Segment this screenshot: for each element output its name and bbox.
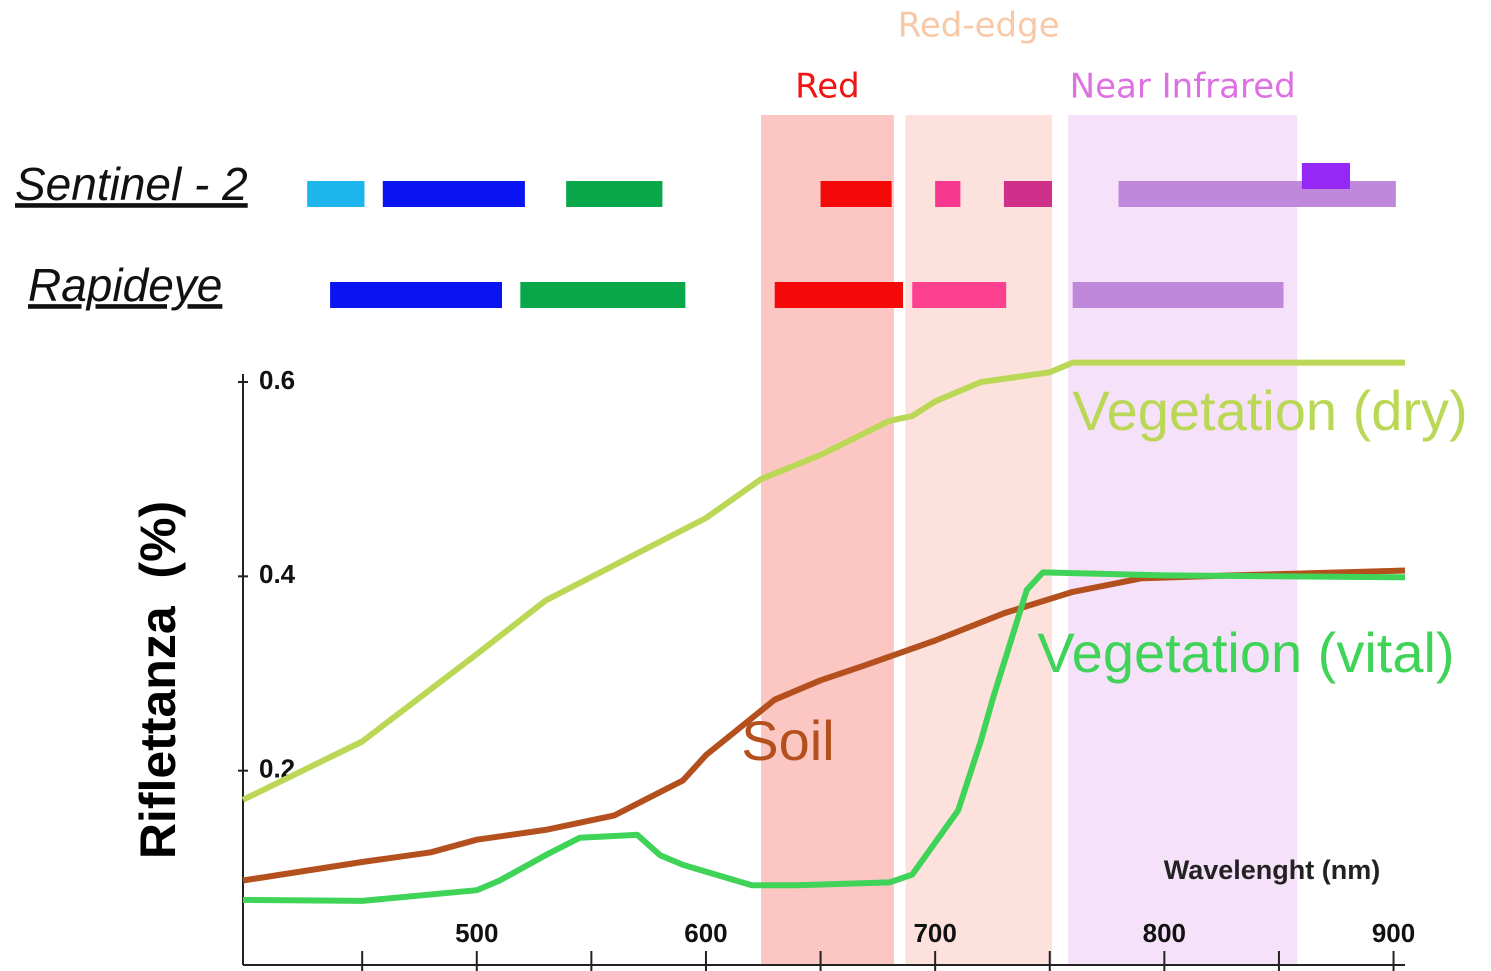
x-axis-label: Wavelenght (nm) — [1164, 855, 1381, 885]
series-label: Vegetation (dry) — [1072, 379, 1467, 442]
series-line — [242, 567, 1406, 884]
sensor-band — [1118, 181, 1396, 207]
sensor-band — [307, 181, 365, 207]
region-label: Near Infrared — [1070, 67, 1296, 107]
series-line — [242, 569, 1406, 904]
y-tick-label: 0.6 — [259, 365, 295, 395]
x-tick-label: 800 — [1143, 918, 1186, 948]
series-label: Vegetation (vital) — [1037, 621, 1454, 684]
lines: Vegetation (dry) Soil Vegetation (vital) — [241, 359, 1468, 904]
series-line — [241, 359, 1405, 803]
sensor-band — [1301, 163, 1350, 189]
sensor-bands: Sentinel - 2 Rapideye — [15, 158, 1396, 311]
sensor-band — [520, 282, 686, 308]
region-label: Red — [795, 67, 860, 107]
band-region — [905, 115, 1053, 965]
sensor-band — [382, 181, 525, 207]
sensor-band — [566, 181, 663, 207]
sensor-band — [912, 282, 1007, 308]
sensor-band — [330, 282, 502, 308]
sensor-band — [1072, 282, 1284, 308]
sensor-band — [774, 282, 904, 308]
x-tick-label: 700 — [913, 918, 956, 948]
sensor-band — [1003, 181, 1053, 207]
y-axis-label: Riflettanza (%) — [130, 501, 186, 859]
region-label: Red-edge — [898, 6, 1060, 46]
band-region — [760, 115, 894, 965]
sensor-name: Rapideye — [28, 259, 222, 311]
x-tick-label: 500 — [455, 918, 498, 948]
x-tick-label: 600 — [684, 918, 727, 948]
x-tick-label: 900 — [1372, 918, 1415, 948]
sensor-band — [820, 181, 892, 207]
band-region — [1068, 115, 1298, 965]
sensor-band — [935, 181, 961, 207]
y-tick-label: 0.4 — [259, 559, 296, 589]
sensor-name: Sentinel - 2 — [15, 158, 248, 210]
series-label: Soil — [741, 709, 834, 772]
